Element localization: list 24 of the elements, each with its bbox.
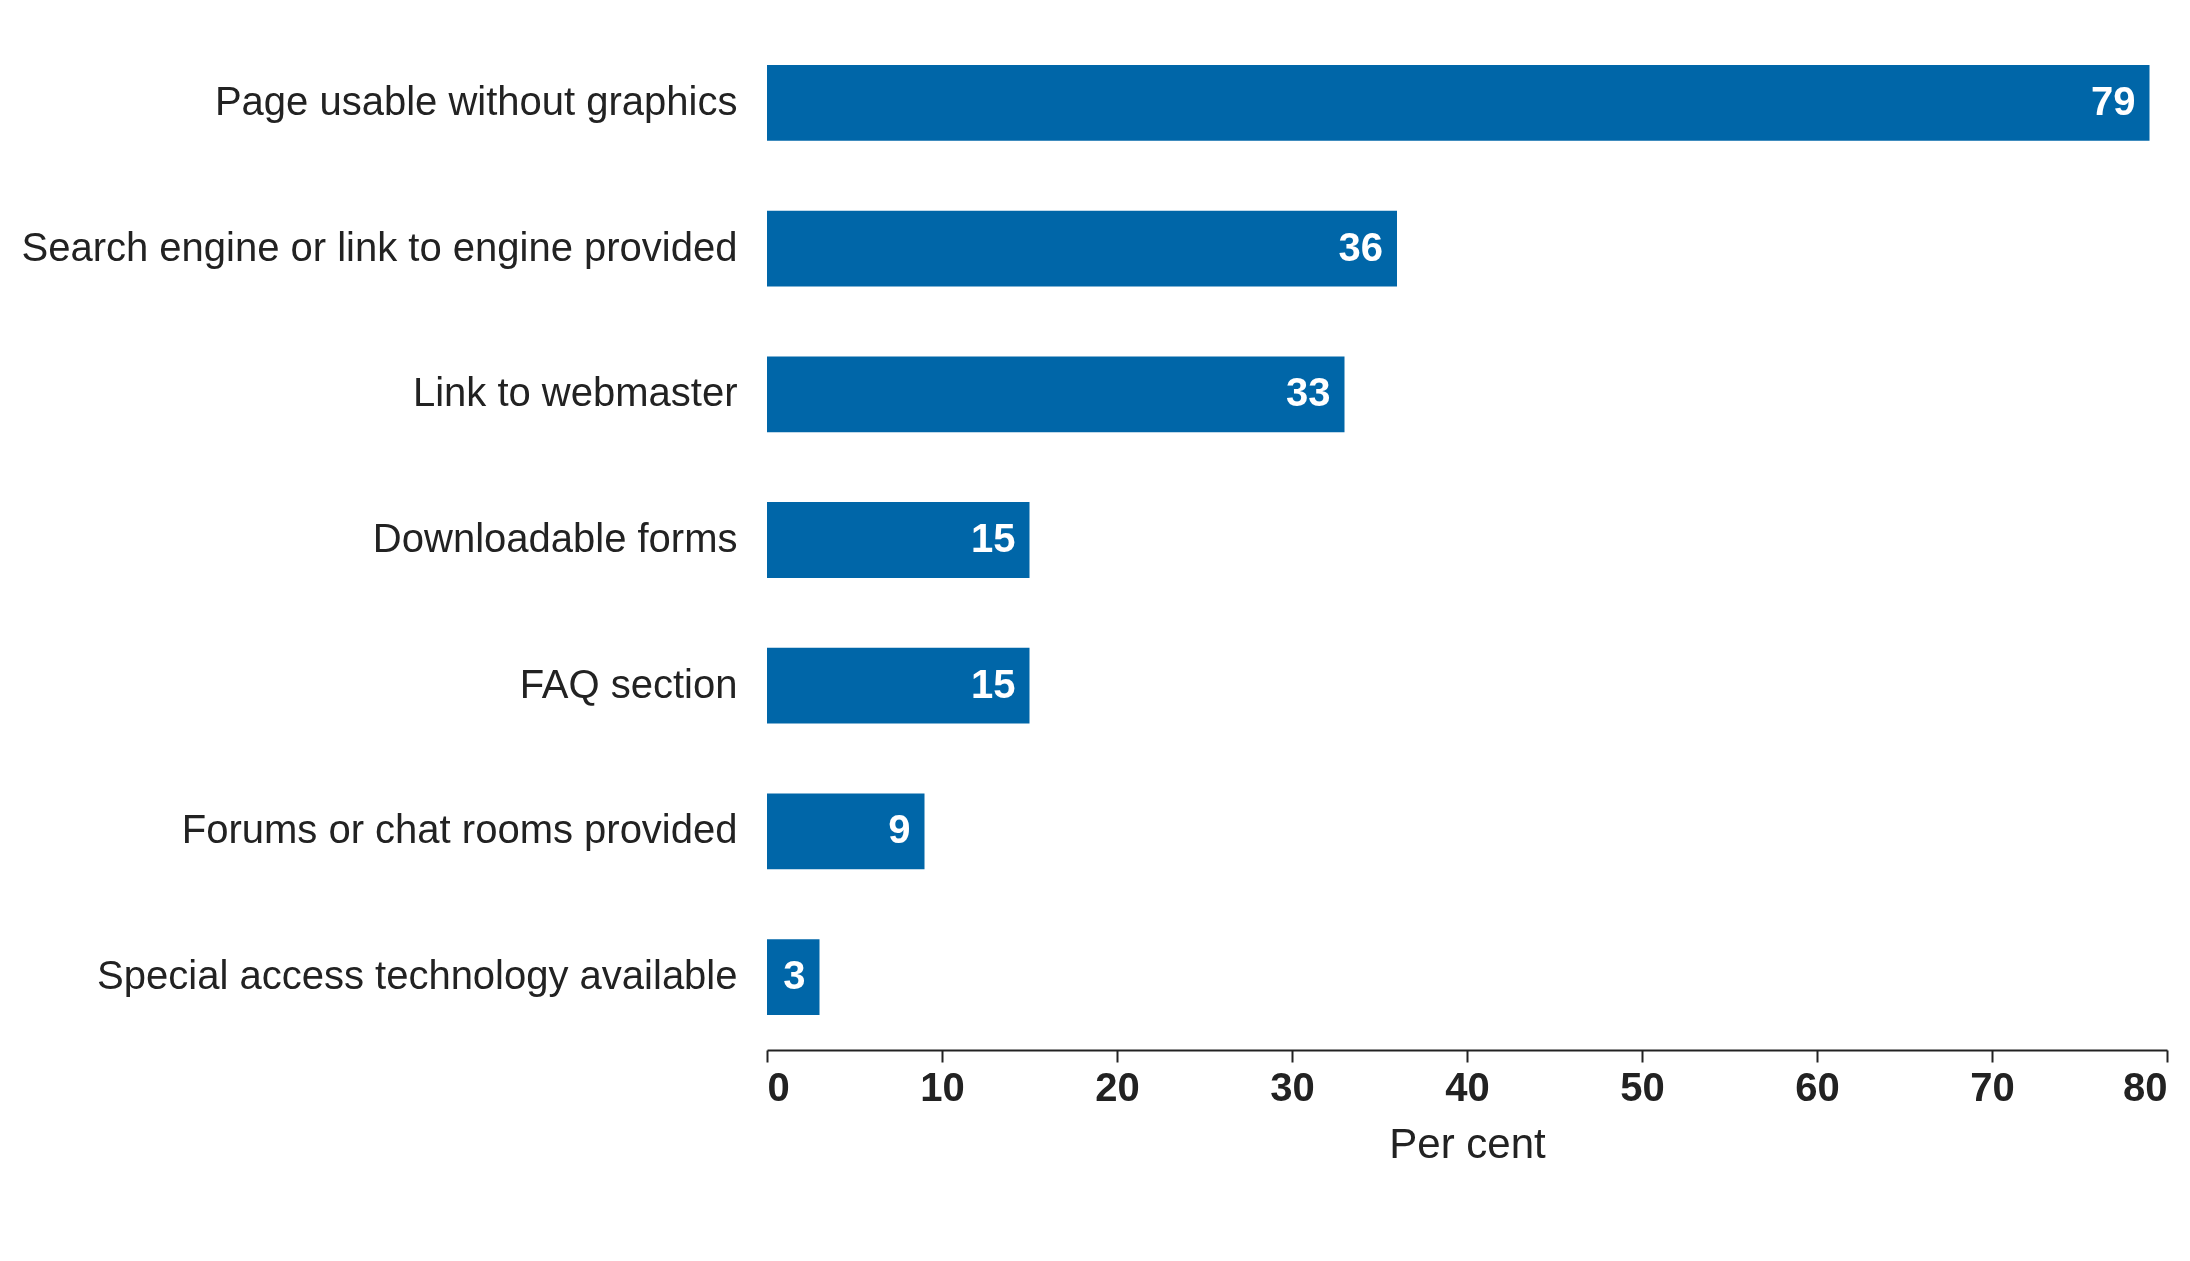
x-axis-title: Per cent bbox=[1389, 1119, 1547, 1167]
x-tick-label: 10 bbox=[920, 1064, 965, 1109]
x-tick-label: 50 bbox=[1620, 1064, 1665, 1109]
data-label: 15 bbox=[971, 516, 1016, 560]
data-label: 79 bbox=[2091, 78, 2136, 123]
y-tick-label: Special access technology available bbox=[97, 953, 738, 998]
data-label: 3 bbox=[783, 953, 806, 998]
data-label: 15 bbox=[971, 661, 1016, 706]
y-tick-label: Page usable without graphics bbox=[214, 78, 738, 123]
y-tick-label: Link to webmaster bbox=[412, 370, 738, 415]
data-label: 9 bbox=[888, 807, 911, 852]
x-tick-label: 20 bbox=[1095, 1064, 1140, 1109]
x-tick-label: 0 bbox=[767, 1064, 790, 1109]
y-tick-label: Forums or chat rooms provided bbox=[181, 807, 738, 852]
y-tick-label: Search engine or link to engine provided bbox=[21, 224, 738, 269]
data-label: 33 bbox=[1286, 370, 1331, 415]
x-tick-label: 60 bbox=[1795, 1064, 1840, 1109]
y-tick-label: FAQ section bbox=[519, 661, 738, 706]
x-tick-label: 70 bbox=[1970, 1064, 2015, 1109]
x-tick-label: 30 bbox=[1270, 1064, 1315, 1109]
y-tick-label: Downloadable forms bbox=[372, 516, 738, 560]
data-label: 36 bbox=[1338, 224, 1383, 269]
x-tick-label: 40 bbox=[1445, 1064, 1490, 1109]
x-tick-label: 80 bbox=[2123, 1064, 2168, 1109]
